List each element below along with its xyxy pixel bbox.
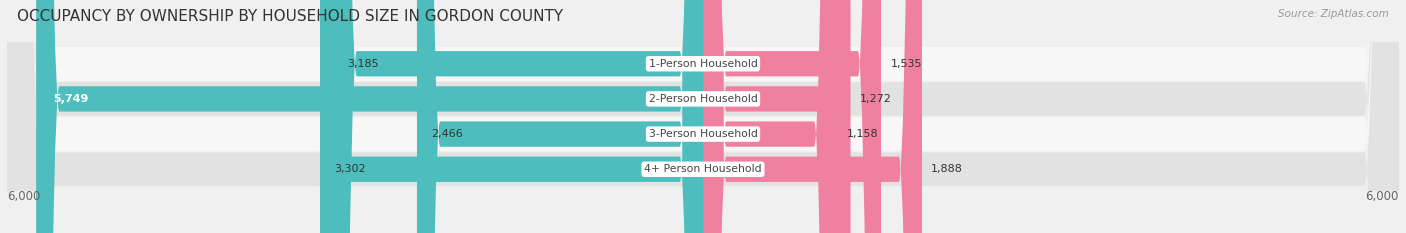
Text: OCCUPANCY BY OWNERSHIP BY HOUSEHOLD SIZE IN GORDON COUNTY: OCCUPANCY BY OWNERSHIP BY HOUSEHOLD SIZE…	[17, 9, 562, 24]
FancyBboxPatch shape	[333, 0, 703, 233]
Text: 3,185: 3,185	[347, 59, 380, 69]
FancyBboxPatch shape	[7, 0, 1399, 233]
Text: 1,272: 1,272	[860, 94, 891, 104]
FancyBboxPatch shape	[7, 0, 1399, 233]
FancyBboxPatch shape	[7, 0, 1399, 233]
Text: 5,749: 5,749	[53, 94, 89, 104]
FancyBboxPatch shape	[37, 0, 703, 233]
Text: 1-Person Household: 1-Person Household	[648, 59, 758, 69]
FancyBboxPatch shape	[703, 0, 851, 233]
Text: 3-Person Household: 3-Person Household	[648, 129, 758, 139]
Text: 1,888: 1,888	[931, 164, 963, 174]
FancyBboxPatch shape	[321, 0, 703, 233]
Text: 2,466: 2,466	[430, 129, 463, 139]
Text: 6,000: 6,000	[7, 190, 41, 203]
Text: 2-Person Household: 2-Person Household	[648, 94, 758, 104]
Text: 6,000: 6,000	[1365, 190, 1399, 203]
Text: 1,535: 1,535	[890, 59, 922, 69]
FancyBboxPatch shape	[703, 0, 838, 233]
FancyBboxPatch shape	[703, 0, 882, 233]
Text: 4+ Person Household: 4+ Person Household	[644, 164, 762, 174]
FancyBboxPatch shape	[418, 0, 703, 233]
Text: Source: ZipAtlas.com: Source: ZipAtlas.com	[1278, 9, 1389, 19]
Text: 3,302: 3,302	[333, 164, 366, 174]
FancyBboxPatch shape	[7, 0, 1399, 233]
FancyBboxPatch shape	[703, 0, 922, 233]
Text: 1,158: 1,158	[846, 129, 879, 139]
